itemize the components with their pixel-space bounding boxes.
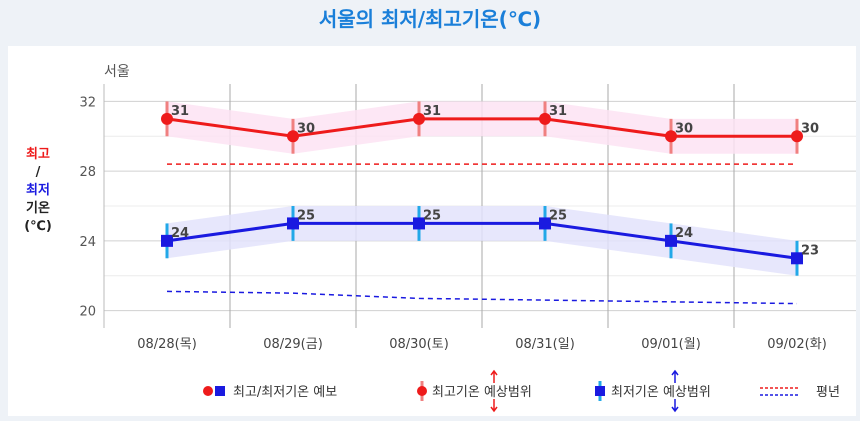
legend-normal-label: 평년 (816, 385, 840, 400)
min-temp-point (539, 217, 551, 230)
min-temp-point (287, 217, 299, 230)
min-temp-label: 25 (549, 208, 567, 223)
max-temp-label: 30 (297, 121, 315, 136)
legend-max-range-arrows-icon (490, 369, 498, 413)
chart-panel: 서울 20 24 28 32 08/28(목) 08/29(금) 08/30(토) 08/31(… (8, 46, 856, 416)
y-tick-label: 24 (79, 235, 96, 250)
y-label-max: 최고 (26, 147, 50, 162)
max-range-band (167, 101, 797, 154)
page-title: 서울의 최저/최고기온(℃) (318, 7, 542, 31)
max-temp-point (539, 112, 551, 125)
x-tick-label: 09/01(월) (641, 337, 701, 352)
max-temp-label: 31 (549, 104, 567, 119)
y-label-temp: 기온 (26, 201, 50, 216)
legend-max-range-label: 최고기온 예상범위 (432, 385, 532, 400)
y-tick-label: 32 (79, 95, 96, 110)
min-temp-point (161, 234, 173, 247)
max-temp-point (287, 130, 299, 143)
x-tick-label: 09/02(화) (767, 337, 827, 352)
y-axis-label: 최고 / 최저 기온 (℃) (16, 146, 60, 236)
max-temp-point (665, 130, 677, 143)
temperature-chart: 서울 20 24 28 32 08/28(목) 08/29(금) 08/30(토) 08/31(… (79, 64, 856, 413)
y-tick-label: 28 (79, 165, 96, 180)
min-temp-label: 24 (675, 226, 693, 241)
max-temp-label: 30 (675, 121, 693, 136)
legend-max-dot-icon (203, 386, 213, 396)
min-temp-point (791, 252, 803, 265)
y-tick-label: 20 (79, 305, 96, 320)
min-temp-label: 25 (423, 208, 441, 223)
min-temp-line (166, 221, 798, 260)
x-tick-label: 08/30(토) (389, 337, 449, 352)
legend-max-range-dot-icon (417, 386, 427, 396)
plot-title: 서울 (104, 64, 130, 80)
max-temp-label: 30 (801, 121, 819, 136)
min-temp-point (413, 217, 425, 230)
normal-min-line (166, 290, 798, 305)
max-temp-point (161, 112, 173, 125)
min-temp-label: 23 (801, 243, 819, 258)
min-temp-label: 25 (297, 208, 315, 223)
min-temp-point (665, 234, 677, 247)
x-tick-label: 08/31(일) (515, 337, 575, 352)
max-temp-point (791, 130, 803, 143)
legend-min-range-label: 최저기온 예상범위 (611, 385, 711, 400)
max-temp-label: 31 (171, 104, 189, 119)
y-label-unit: (℃) (24, 219, 52, 234)
x-tick-label: 08/28(목) (137, 337, 197, 352)
max-temp-label: 31 (423, 104, 441, 119)
x-tick-label: 08/29(금) (263, 337, 323, 352)
legend-forecast-label: 최고/최저기온 예보 (233, 385, 337, 400)
legend-min-square-icon (215, 386, 225, 396)
min-temp-label: 24 (171, 226, 189, 241)
legend-min-range-square-icon (595, 386, 605, 396)
max-temp-point (413, 112, 425, 125)
legend-min-range-arrows-icon (671, 369, 679, 413)
y-label-min: 최저 (26, 183, 50, 198)
max-temp-line (166, 117, 797, 138)
y-label-sep: / (35, 165, 41, 180)
